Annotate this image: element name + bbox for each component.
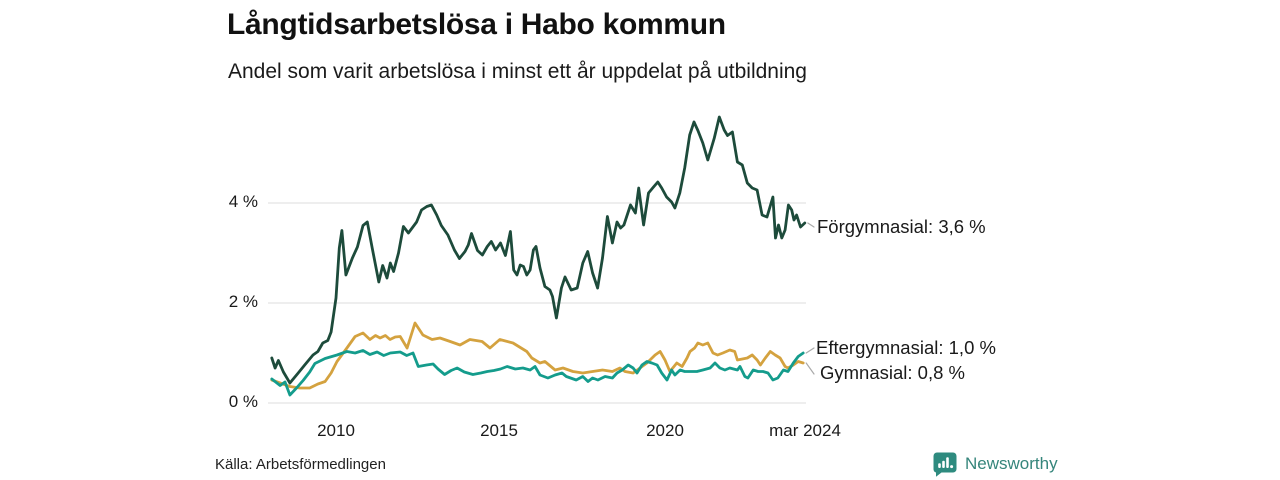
x-axis-tick-label-mar-2024: mar 2024 — [769, 421, 841, 440]
newsworthy-logo-icon — [933, 452, 957, 477]
series-label-forgymnasial: Förgymnasial: 3,6 % — [817, 216, 986, 237]
page-title: Långtidsarbetslösa i Habo kommun — [227, 8, 726, 41]
x-axis-tick-label-2020: 2020 — [646, 421, 684, 440]
chart-subtitle: Andel som varit arbetslösa i minst ett å… — [228, 60, 807, 83]
label-leader-line — [805, 347, 815, 354]
series-label-eftergymnasial: Eftergymnasial: 1,0 % — [816, 337, 996, 358]
series-line-gymnasial — [270, 321, 805, 390]
y-axis-tick-label-0: 0 % — [228, 392, 258, 411]
x-axis-tick-label-2010: 2010 — [317, 421, 355, 440]
newsworthy-wordmark: Newsworthy — [965, 454, 1058, 473]
source-note: Källa: Arbetsförmedlingen — [215, 456, 386, 473]
series-line-frgymnasial — [270, 115, 807, 385]
label-leader-line — [805, 362, 815, 375]
x-axis-tick-label-2015: 2015 — [480, 421, 518, 440]
branding: Newsworthy — [932, 451, 1058, 477]
series-line-eftergymnasial — [270, 349, 805, 397]
series-label-gymnasial: Gymnasial: 0,8 % — [820, 362, 965, 383]
y-axis-tick-label-4: 4 % — [228, 192, 258, 211]
label-leader-line — [807, 222, 815, 228]
y-axis-tick-label-2: 2 % — [228, 292, 258, 311]
